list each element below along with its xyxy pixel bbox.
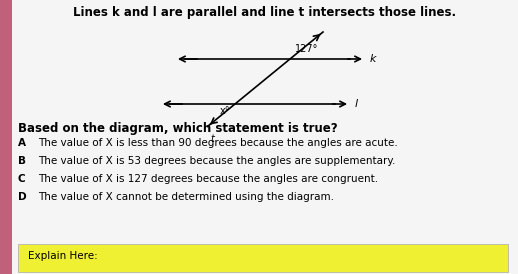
Text: The value of X cannot be determined using the diagram.: The value of X cannot be determined usin… — [38, 192, 334, 202]
Text: The value of X is less than 90 degrees because the angles are acute.: The value of X is less than 90 degrees b… — [38, 138, 398, 148]
FancyBboxPatch shape — [18, 244, 508, 272]
Text: C: C — [18, 174, 25, 184]
Text: Explain Here:: Explain Here: — [28, 251, 98, 261]
Text: Lines k and l are parallel and line t intersects those lines.: Lines k and l are parallel and line t in… — [74, 6, 456, 19]
Text: t: t — [210, 135, 214, 144]
Text: A: A — [18, 138, 26, 148]
Text: The value of X is 53 degrees because the angles are supplementary.: The value of X is 53 degrees because the… — [38, 156, 395, 166]
Text: Based on the diagram, which statement is true?: Based on the diagram, which statement is… — [18, 122, 338, 135]
Text: l: l — [355, 99, 358, 109]
Text: D: D — [18, 192, 26, 202]
Text: k: k — [370, 54, 377, 64]
Text: 127°: 127° — [295, 44, 319, 54]
Text: The value of X is 127 degrees because the angles are congruent.: The value of X is 127 degrees because th… — [38, 174, 378, 184]
Bar — [0, 0, 12, 274]
Text: x°: x° — [220, 106, 230, 116]
Text: B: B — [18, 156, 26, 166]
